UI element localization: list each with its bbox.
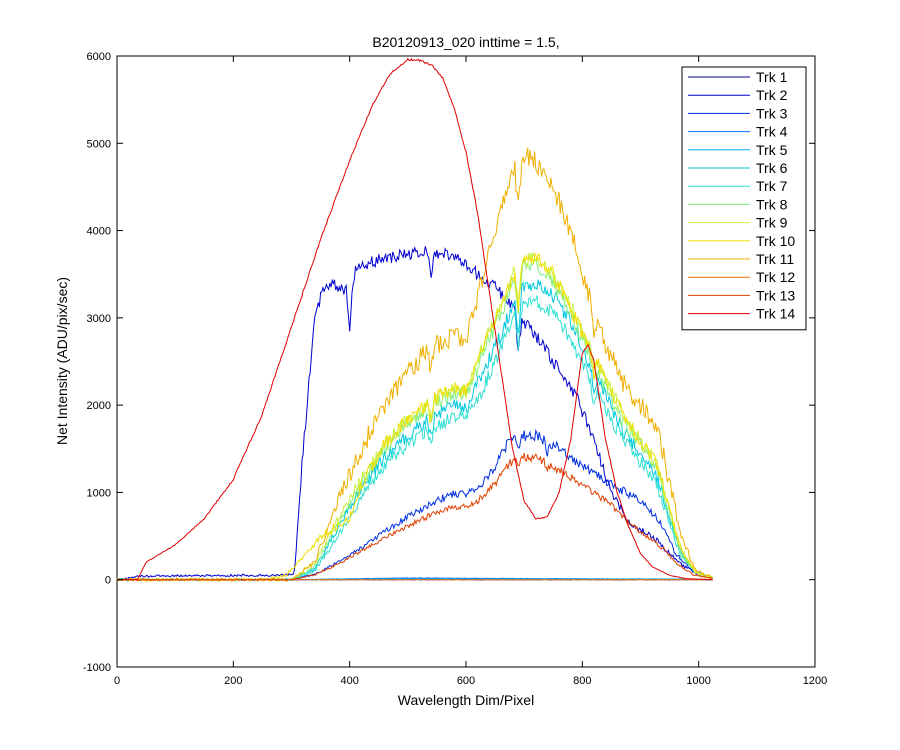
chart-title: B20120913_020 inttime = 1.5, xyxy=(372,34,559,50)
series-line-trk-11 xyxy=(116,147,713,583)
y-tick-label: 1000 xyxy=(87,487,111,499)
x-tick-label: 0 xyxy=(114,675,120,687)
legend-label: Trk 3 xyxy=(756,105,788,121)
legend-label: Trk 4 xyxy=(756,124,788,140)
legend-label: Trk 11 xyxy=(756,251,794,267)
series-line-trk-14 xyxy=(117,57,713,581)
y-tick-label: 2000 xyxy=(87,400,111,412)
x-tick-label: 600 xyxy=(457,675,475,687)
x-axis-label: Wavelength Dim/Pixel xyxy=(398,692,534,708)
x-tick-label: 800 xyxy=(573,675,591,687)
y-tick-label: 0 xyxy=(105,575,111,587)
legend-label: Trk 5 xyxy=(756,142,788,158)
legend: Trk 1 Trk 2 Trk 3 Trk 4 Trk 5 Trk 6 Trk 7 Trk 8… xyxy=(681,66,807,331)
legend-label: Trk 14 xyxy=(756,306,795,322)
series-line-trk-13 xyxy=(116,453,713,582)
legend-label: Trk 10 xyxy=(756,233,795,249)
legend-label: Trk 12 xyxy=(756,269,795,285)
x-tick-label: 1000 xyxy=(686,675,710,687)
legend-label: Trk 9 xyxy=(756,215,788,231)
legend-label: Trk 13 xyxy=(756,287,795,303)
legend-label: Trk 1 xyxy=(756,69,788,85)
series-layer xyxy=(116,57,713,583)
series-line-trk-2 xyxy=(116,246,713,581)
y-axis-label: Net Intensity (ADU/pix/sec) xyxy=(54,277,70,445)
x-tick-label: 400 xyxy=(340,675,358,687)
legend-label: Trk 7 xyxy=(756,178,788,194)
x-tick-label: 200 xyxy=(224,675,242,687)
y-tick-label: -1000 xyxy=(83,662,111,674)
y-tick-label: 3000 xyxy=(87,313,111,325)
y-tick-label: 4000 xyxy=(87,226,111,238)
y-tick-label: 5000 xyxy=(87,138,111,150)
x-tick-label: 1200 xyxy=(803,675,827,687)
y-tick-label: 6000 xyxy=(87,51,111,63)
legend-label: Trk 8 xyxy=(756,196,788,212)
legend-label: Trk 2 xyxy=(756,87,788,103)
legend-label: Trk 6 xyxy=(756,160,788,176)
legend-box xyxy=(681,66,807,331)
axes-layer: 0 200 400 600 800 1000 1200-100001000200030004… xyxy=(83,51,827,687)
